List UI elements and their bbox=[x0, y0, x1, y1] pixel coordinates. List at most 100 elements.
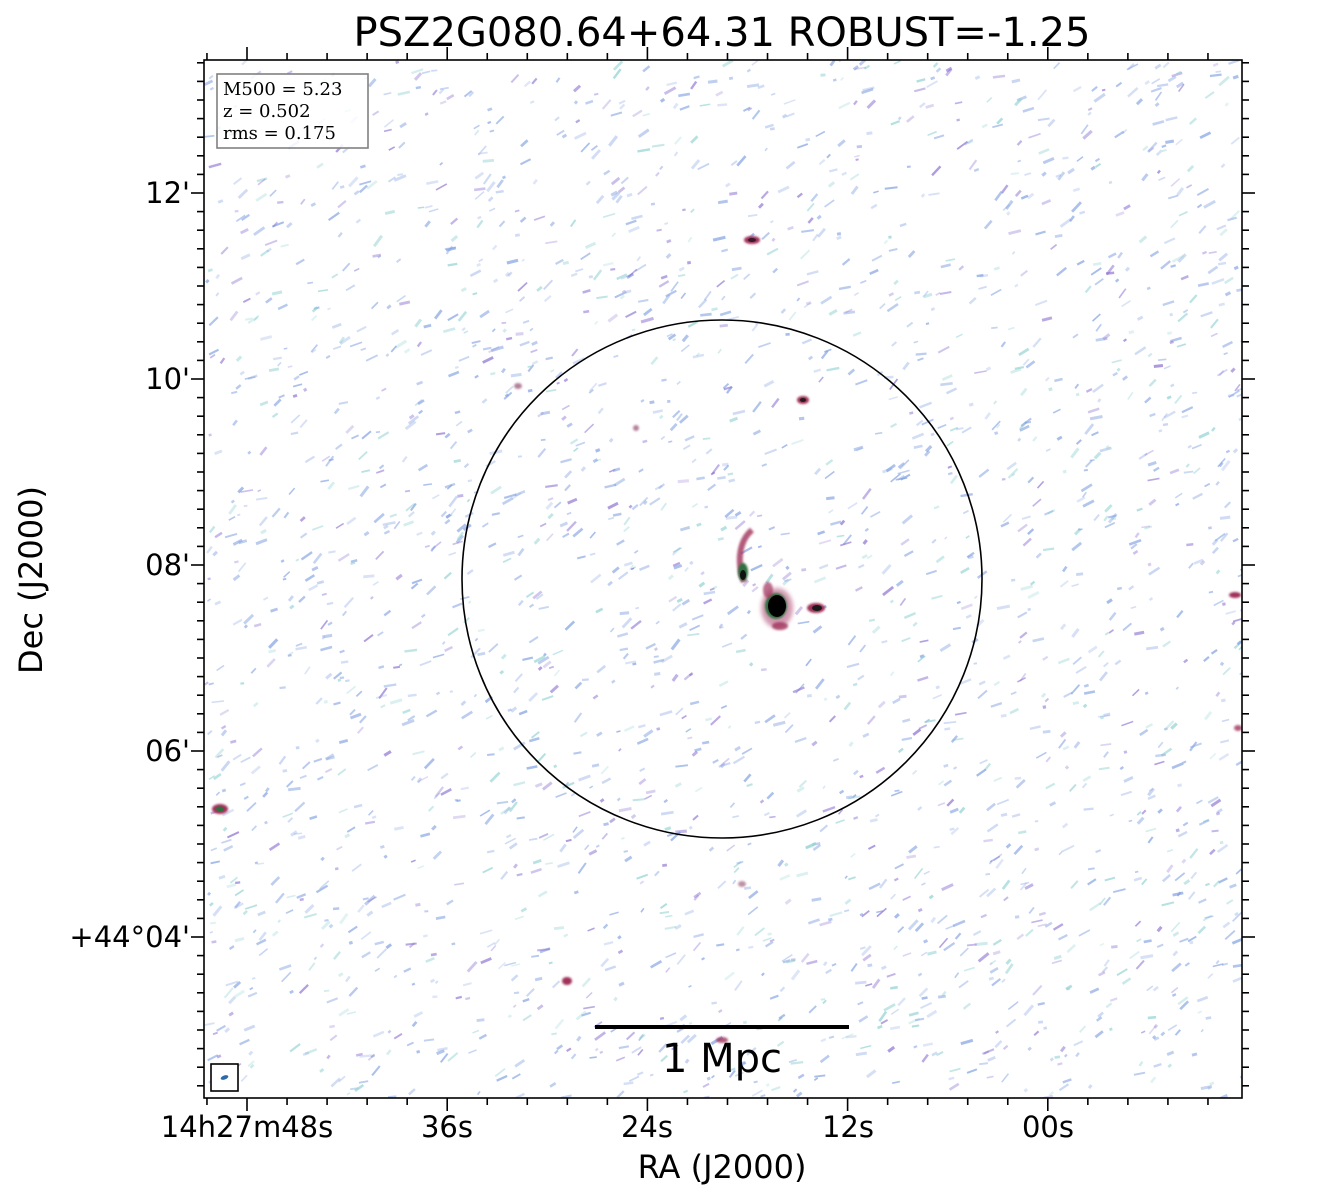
noise-speck bbox=[680, 1034, 691, 1045]
noise-speck bbox=[1075, 439, 1082, 445]
noise-speck bbox=[1168, 194, 1179, 200]
noise-speck bbox=[295, 642, 303, 647]
noise-speck bbox=[645, 789, 656, 795]
noise-speck bbox=[591, 763, 600, 768]
noise-speck bbox=[1040, 692, 1047, 699]
noise-speck bbox=[372, 253, 382, 258]
noise-speck bbox=[958, 806, 966, 814]
noise-speck bbox=[454, 365, 459, 369]
noise-speck bbox=[1027, 476, 1035, 484]
noise-speck bbox=[439, 100, 447, 105]
noise-speck bbox=[578, 774, 591, 782]
noise-speck bbox=[632, 109, 643, 118]
noise-speck bbox=[1062, 1078, 1072, 1084]
noise-speck bbox=[638, 468, 644, 473]
noise-speck bbox=[545, 356, 554, 361]
noise-speck bbox=[859, 644, 867, 653]
noise-speck bbox=[672, 102, 679, 110]
noise-speck bbox=[613, 354, 619, 358]
noise-speck bbox=[232, 753, 242, 761]
noise-speck bbox=[304, 666, 311, 675]
noise-speck bbox=[399, 300, 411, 306]
noise-speck bbox=[1057, 171, 1066, 181]
noise-speck bbox=[1116, 586, 1123, 591]
noise-speck bbox=[649, 400, 655, 405]
noise-speck bbox=[618, 748, 622, 752]
noise-speck bbox=[1090, 267, 1102, 276]
noise-speck bbox=[1121, 977, 1132, 985]
noise-speck bbox=[493, 278, 499, 284]
noise-speck bbox=[415, 86, 422, 90]
noise-speck bbox=[668, 440, 673, 443]
noise-speck bbox=[734, 1071, 744, 1077]
noise-speck bbox=[851, 794, 857, 799]
noise-speck bbox=[292, 383, 303, 388]
noise-speck bbox=[1223, 501, 1232, 509]
noise-speck bbox=[599, 1050, 604, 1054]
noise-speck bbox=[424, 205, 433, 209]
noise-speck bbox=[311, 315, 318, 322]
noise-speck bbox=[1189, 294, 1198, 304]
noise-speck bbox=[219, 708, 230, 716]
noise-speck bbox=[221, 838, 232, 844]
noise-speck bbox=[397, 90, 411, 96]
noise-speck bbox=[1062, 469, 1067, 474]
noise-speck bbox=[788, 1059, 798, 1064]
noise-speck bbox=[335, 522, 345, 529]
noise-speck bbox=[1222, 602, 1226, 606]
noise-speck bbox=[340, 660, 349, 664]
noise-speck bbox=[981, 123, 988, 129]
noise-speck bbox=[879, 878, 888, 889]
noise-speck bbox=[814, 467, 822, 476]
noise-speck bbox=[1197, 1010, 1203, 1014]
noise-speck bbox=[638, 1034, 644, 1042]
noise-speck bbox=[820, 295, 833, 305]
noise-speck bbox=[1087, 407, 1100, 414]
noise-speck bbox=[430, 530, 436, 536]
noise-speck bbox=[488, 542, 497, 549]
noise-speck bbox=[338, 401, 349, 405]
noise-speck bbox=[1029, 725, 1041, 731]
noise-speck bbox=[323, 989, 330, 993]
noise-speck bbox=[853, 445, 864, 452]
noise-speck bbox=[960, 603, 973, 611]
noise-speck bbox=[230, 276, 243, 285]
noise-speck bbox=[1122, 622, 1133, 632]
noise-speck bbox=[407, 693, 417, 698]
noise-speck bbox=[299, 419, 308, 429]
noise-speck bbox=[1161, 144, 1167, 148]
noise-speck bbox=[578, 811, 591, 818]
noise-speck bbox=[418, 409, 424, 415]
noise-speck bbox=[1219, 840, 1224, 845]
noise-speck bbox=[1161, 148, 1167, 153]
noise-speck bbox=[1027, 528, 1035, 536]
noise-speck bbox=[1067, 167, 1075, 175]
noise-speck bbox=[1000, 812, 1008, 817]
noise-speck bbox=[264, 239, 278, 246]
noise-speck bbox=[650, 960, 663, 969]
noise-speck bbox=[1032, 498, 1042, 507]
info-redshift: z = 0.502 bbox=[223, 101, 311, 122]
noise-speck bbox=[860, 1044, 872, 1050]
noise-speck bbox=[660, 1054, 669, 1063]
noise-speck bbox=[949, 416, 955, 421]
noise-speck bbox=[551, 1032, 557, 1036]
noise-speck bbox=[1057, 1062, 1063, 1066]
noise-speck bbox=[1204, 91, 1215, 99]
noise-speck bbox=[952, 919, 966, 928]
noise-speck bbox=[897, 116, 902, 121]
noise-speck bbox=[413, 1011, 424, 1018]
noise-speck bbox=[1094, 157, 1101, 163]
source-north-2-core bbox=[800, 398, 806, 402]
noise-speck bbox=[1230, 136, 1240, 145]
noise-speck bbox=[1087, 107, 1093, 112]
noise-speck bbox=[618, 806, 632, 813]
noise-speck bbox=[472, 292, 478, 296]
noise-speck bbox=[563, 378, 569, 383]
noise-speck bbox=[249, 987, 254, 991]
noise-speck bbox=[488, 643, 499, 653]
noise-speck bbox=[510, 372, 522, 378]
noise-speck bbox=[602, 923, 609, 930]
noise-speck bbox=[374, 967, 381, 972]
noise-speck bbox=[901, 637, 911, 643]
